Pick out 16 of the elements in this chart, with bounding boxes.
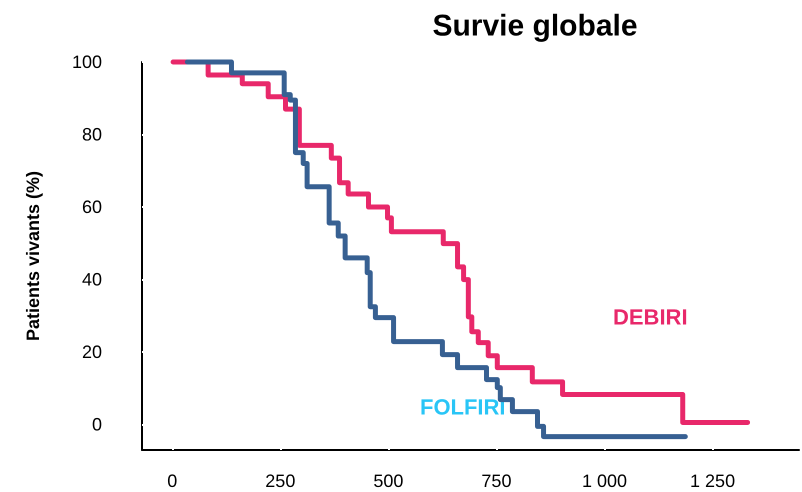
text: DEBIRI — [613, 304, 688, 330]
x-tick-label: 0 — [167, 471, 178, 491]
chart-title: Survie globale — [432, 10, 638, 42]
y-tick-label: 60 — [82, 197, 102, 218]
y-tick-label: 20 — [82, 342, 102, 362]
y-tick-label: 100 — [72, 52, 102, 72]
x-tick-label: 1 000 — [582, 471, 628, 491]
x-tick-label: 1 250 — [690, 471, 736, 491]
series-label: FOLFIRI — [420, 394, 506, 420]
y-tick-label: 0 — [92, 414, 102, 435]
y-tick-label: 80 — [82, 124, 102, 145]
x-tick-label: 500 — [373, 471, 404, 491]
x-tick-label: 750 — [481, 471, 512, 491]
y-tick-label: 40 — [82, 270, 102, 290]
x-tick-label: 250 — [265, 471, 296, 491]
y-axis-title: Patients vivants (%) — [23, 170, 43, 342]
